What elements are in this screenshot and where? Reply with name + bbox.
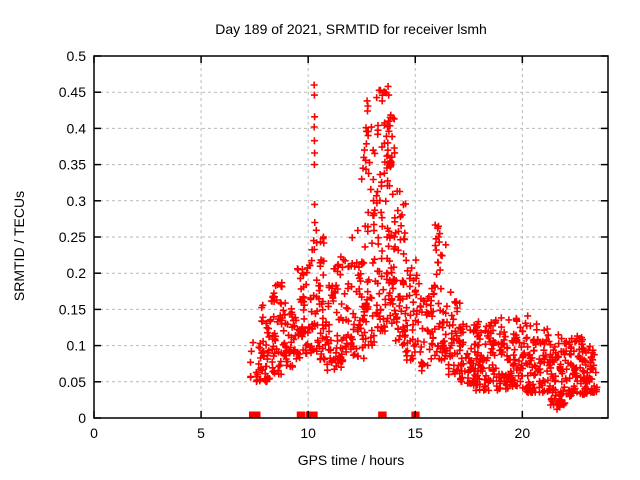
svg-text:0.05: 0.05 (59, 374, 86, 390)
svg-text:20: 20 (515, 425, 531, 441)
x-axis-label: GPS time / hours (297, 452, 405, 468)
svg-text:10: 10 (300, 425, 316, 441)
grid-lines (94, 56, 608, 418)
svg-text:0.1: 0.1 (67, 338, 87, 354)
svg-text:0.45: 0.45 (59, 84, 86, 100)
svg-text:15: 15 (407, 425, 423, 441)
svg-text:0.3: 0.3 (67, 193, 87, 209)
scatter-points (247, 81, 601, 418)
svg-text:0.2: 0.2 (67, 265, 87, 281)
svg-text:0.15: 0.15 (59, 301, 86, 317)
chart-title: Day 189 of 2021, SRMTID for receiver lsm… (215, 21, 487, 37)
svg-text:0.25: 0.25 (59, 229, 86, 245)
svg-text:0.5: 0.5 (67, 48, 87, 64)
svg-text:0.35: 0.35 (59, 157, 86, 173)
svg-text:5: 5 (197, 425, 205, 441)
axes-and-ticks (93, 55, 609, 419)
tick-labels: 0 0.05 0.1 0.15 0.2 0.25 0.3 0.35 0.4 0.45 0.5 0 5 10… (59, 48, 531, 441)
svg-text:0: 0 (90, 425, 98, 441)
svg-text:0.4: 0.4 (67, 120, 87, 136)
svg-text:0: 0 (78, 410, 86, 426)
